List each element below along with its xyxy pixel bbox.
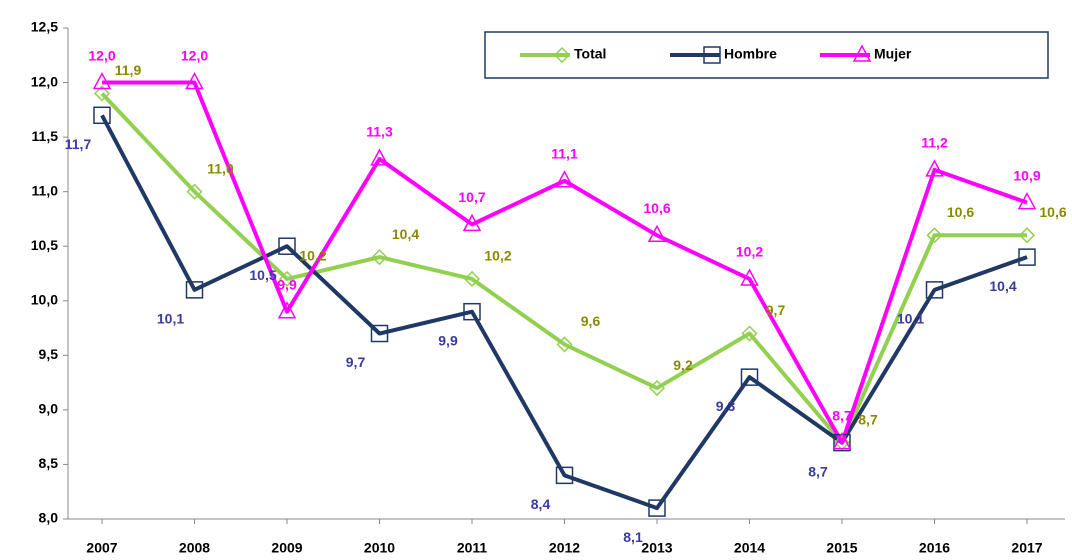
data-label: 10,2 xyxy=(484,248,511,264)
data-label: 9,3 xyxy=(716,398,736,414)
data-label: 8,4 xyxy=(531,496,551,512)
x-tick-label: 2009 xyxy=(271,540,302,556)
data-label: 9,2 xyxy=(673,357,693,373)
y-tick-label: 8,5 xyxy=(39,455,59,471)
x-tick-label: 2011 xyxy=(457,540,488,556)
marker xyxy=(1018,248,1036,266)
y-tick-label: 11,0 xyxy=(32,182,59,198)
data-label: 11,2 xyxy=(921,135,948,151)
x-tick-label: 2007 xyxy=(86,540,117,556)
y-tick-label: 9,5 xyxy=(39,346,59,362)
data-label: 8,7 xyxy=(858,411,878,427)
data-label: 11,1 xyxy=(551,145,578,161)
y-tick-label: 11,5 xyxy=(32,128,59,144)
marker xyxy=(703,46,721,64)
marker xyxy=(648,499,666,517)
data-label: 8,1 xyxy=(623,529,643,545)
marker xyxy=(1018,227,1036,244)
marker xyxy=(371,249,388,266)
legend-label: Mujer xyxy=(874,46,912,62)
marker xyxy=(370,148,389,166)
data-label: 11,9 xyxy=(115,62,142,78)
data-label: 12,0 xyxy=(88,47,115,63)
y-tick-label: 9,0 xyxy=(39,401,59,417)
marker xyxy=(92,71,112,90)
data-label: 10,6 xyxy=(947,204,974,220)
x-tick-label: 2016 xyxy=(919,540,950,556)
x-tick-label: 2010 xyxy=(364,540,395,556)
marker xyxy=(185,281,204,299)
data-label: 10,2 xyxy=(299,248,326,264)
marker xyxy=(277,301,297,319)
marker xyxy=(555,170,574,188)
y-tick-label: 12,0 xyxy=(31,73,58,89)
series-line xyxy=(100,92,1027,445)
x-tick-label: 2012 xyxy=(549,540,580,556)
data-label: 10,6 xyxy=(1039,204,1066,220)
y-tick-label: 12,5 xyxy=(31,19,58,35)
marker xyxy=(925,159,944,177)
y-tick-label: 8,0 xyxy=(39,510,59,526)
data-label: 9,9 xyxy=(438,332,458,348)
data-label: 9,7 xyxy=(766,302,786,318)
marker xyxy=(832,432,852,450)
marker xyxy=(93,106,111,125)
data-label: 8,7 xyxy=(808,463,828,479)
data-label: 12,0 xyxy=(181,47,208,63)
y-tick-label: 10,0 xyxy=(31,291,58,307)
marker xyxy=(463,302,481,321)
marker xyxy=(186,183,203,200)
y-tick-label: 10,5 xyxy=(31,237,58,253)
data-label: 10,1 xyxy=(897,311,924,327)
marker xyxy=(93,85,111,102)
marker xyxy=(852,44,872,62)
data-label: 10,9 xyxy=(1013,167,1040,183)
marker xyxy=(740,268,759,286)
data-label: 10,5 xyxy=(249,267,276,283)
x-tick-label: 2013 xyxy=(641,540,672,556)
data-label: 11,3 xyxy=(366,124,393,140)
x-tick-label: 2014 xyxy=(734,540,765,556)
marker xyxy=(741,325,758,342)
x-tick-label: 2017 xyxy=(1011,540,1042,556)
x-tick-label: 2008 xyxy=(179,540,210,556)
marker xyxy=(555,466,574,485)
marker xyxy=(370,324,389,343)
data-label: 11,7 xyxy=(65,136,92,152)
data-label: 9,9 xyxy=(277,276,297,292)
marker xyxy=(185,71,204,90)
x-tick-label: 2015 xyxy=(826,540,857,556)
data-label: 10,4 xyxy=(392,226,419,242)
marker xyxy=(740,368,759,386)
data-label: 10,1 xyxy=(157,311,184,327)
data-label: 10,4 xyxy=(989,278,1016,294)
marker xyxy=(463,270,481,288)
marker xyxy=(278,237,296,255)
data-label: 8,7 xyxy=(832,407,852,423)
data-label: 10,7 xyxy=(458,189,485,205)
data-label: 10,6 xyxy=(643,200,670,216)
data-label: 11,0 xyxy=(207,160,234,176)
marker xyxy=(1017,191,1037,210)
marker xyxy=(648,380,666,397)
data-label: 9,7 xyxy=(346,354,366,370)
data-label: 10,2 xyxy=(736,244,763,260)
marker xyxy=(462,213,482,232)
marker xyxy=(926,227,943,244)
marker xyxy=(925,281,944,299)
marker xyxy=(647,224,667,243)
series-line xyxy=(100,114,1028,511)
legend-label: Total xyxy=(574,46,606,62)
series-line xyxy=(102,80,1028,445)
legend-label: Hombre xyxy=(724,46,777,62)
data-label: 9,6 xyxy=(581,313,601,329)
marker xyxy=(278,270,296,288)
marker xyxy=(556,336,573,353)
marker xyxy=(833,434,851,451)
marker xyxy=(553,46,571,64)
legend-box xyxy=(484,31,1049,79)
